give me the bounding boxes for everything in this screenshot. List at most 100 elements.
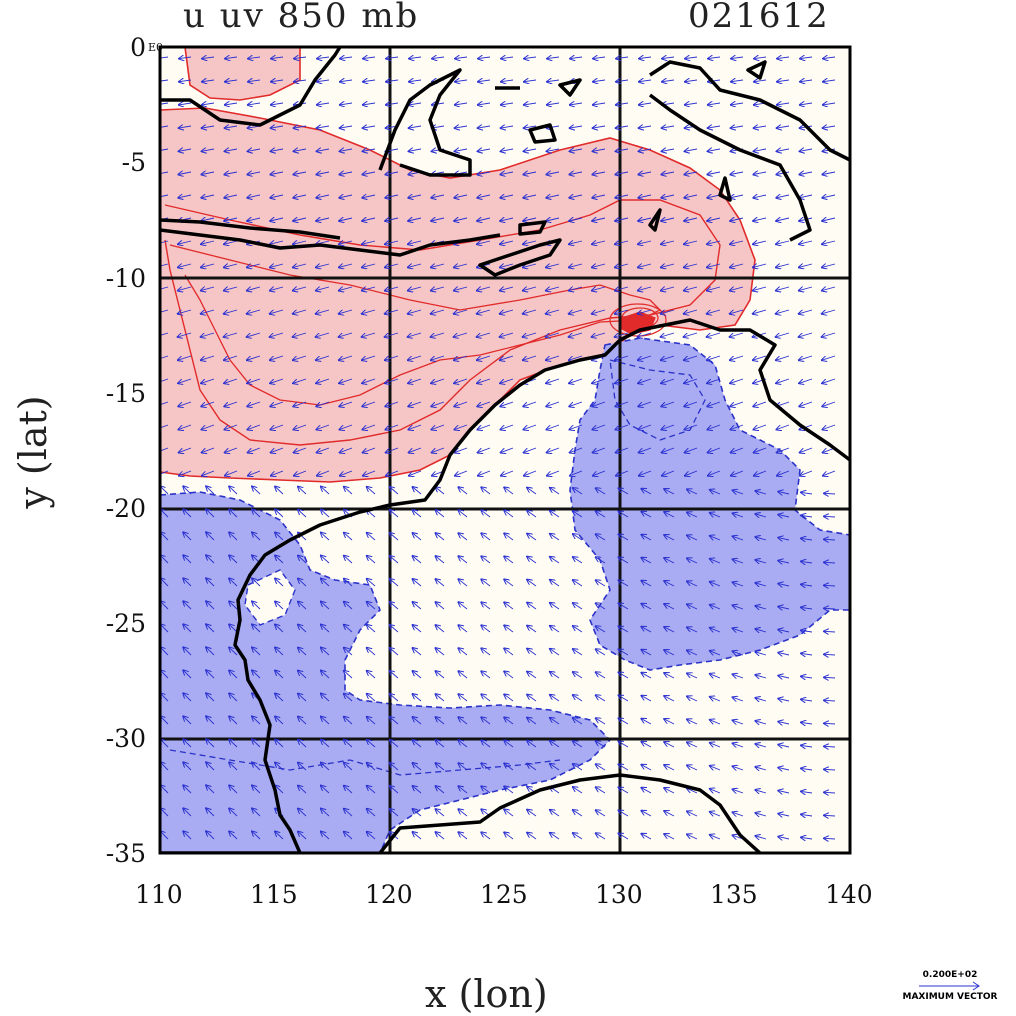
wind-vector xyxy=(339,172,353,175)
wind-vector xyxy=(478,470,491,476)
wind-vector xyxy=(710,812,721,816)
positive-u-inner-contour-2 xyxy=(169,244,662,406)
wind-vector xyxy=(687,811,698,817)
wind-vector xyxy=(546,287,560,291)
wind-vector xyxy=(178,310,192,314)
wind-vector xyxy=(339,355,353,360)
wind-vector xyxy=(596,672,606,679)
wind-vector xyxy=(593,126,606,128)
wind-vector xyxy=(455,447,468,453)
wind-vector xyxy=(523,401,537,406)
wind-vector xyxy=(687,788,698,794)
wind-vector xyxy=(596,511,606,518)
coastline-new-guinea xyxy=(649,60,850,162)
wind-vector xyxy=(550,511,560,518)
wind-vector xyxy=(569,378,583,383)
wind-vector xyxy=(615,401,629,406)
plot-title-time: 021612 xyxy=(688,0,830,36)
wind-vector xyxy=(362,172,376,175)
wind-vector xyxy=(458,487,468,495)
wind-vector xyxy=(731,103,744,105)
wind-vector xyxy=(710,651,721,655)
wind-vector xyxy=(202,126,215,128)
wind-vector xyxy=(822,401,836,406)
wind-vector xyxy=(339,401,353,406)
wind-vector xyxy=(685,80,698,82)
wind-vector xyxy=(778,745,790,747)
wind-vector xyxy=(616,80,629,82)
wind-vector xyxy=(685,470,698,476)
wind-vector xyxy=(527,580,537,587)
wind-vector xyxy=(178,195,192,198)
wind-vector xyxy=(616,126,629,128)
wind-vector xyxy=(755,698,767,701)
wind-vector xyxy=(390,579,399,587)
wind-vector xyxy=(477,287,491,291)
wind-vector xyxy=(248,149,261,151)
wind-vector xyxy=(641,742,652,748)
wind-vector xyxy=(179,470,192,476)
wind-vector xyxy=(478,126,491,128)
wind-vector xyxy=(527,649,537,656)
wind-vector xyxy=(321,602,330,610)
wind-vector xyxy=(573,787,583,794)
wind-vector xyxy=(638,287,652,291)
wind-vector xyxy=(270,195,284,198)
wind-vector xyxy=(432,424,445,430)
wind-vector xyxy=(294,447,307,453)
wind-vector xyxy=(321,740,330,748)
wind-vector xyxy=(436,487,445,495)
wind-vector xyxy=(409,80,422,82)
wind-vector xyxy=(684,401,698,406)
wind-vector xyxy=(778,676,790,678)
wind-vector xyxy=(800,80,813,82)
wind-vector xyxy=(639,470,652,476)
wind-vector xyxy=(731,424,744,430)
wind-vector xyxy=(619,603,629,610)
wind-vector xyxy=(367,717,376,725)
x-tick-label: 120 xyxy=(365,880,413,909)
wind-vector xyxy=(178,355,192,360)
wind-vector xyxy=(639,57,652,59)
wind-vector xyxy=(641,719,652,725)
wind-vector xyxy=(662,57,675,59)
wind-vector xyxy=(183,555,192,564)
wind-vector xyxy=(317,424,330,430)
wind-vector xyxy=(225,126,238,128)
wind-vector xyxy=(707,195,721,198)
wind-vector xyxy=(824,815,836,816)
wind-vector xyxy=(386,447,399,453)
wind-vector xyxy=(339,287,353,291)
wind-vector xyxy=(547,126,560,128)
wind-vector xyxy=(778,837,790,839)
wind-vector xyxy=(201,310,215,314)
wind-vector xyxy=(344,694,353,702)
wind-vector xyxy=(730,241,744,244)
wind-vector xyxy=(206,578,215,587)
wind-vector xyxy=(753,241,767,244)
wind-vector xyxy=(550,718,560,725)
wind-vector xyxy=(454,287,468,291)
wind-vector xyxy=(733,605,744,609)
wind-vector xyxy=(344,533,353,541)
wind-vector xyxy=(202,57,215,59)
wind-vector xyxy=(225,57,238,59)
wind-vector xyxy=(596,580,606,587)
wind-vector xyxy=(458,740,468,748)
wind-vector xyxy=(501,424,514,430)
wind-vector xyxy=(408,287,422,291)
wind-vector xyxy=(501,103,514,105)
wind-vector xyxy=(619,488,629,495)
wind-vector xyxy=(707,401,721,406)
wind-vector xyxy=(730,287,744,291)
wind-vector xyxy=(755,813,767,816)
wind-vector xyxy=(340,149,353,151)
wind-vector xyxy=(409,103,422,105)
wind-vector xyxy=(413,717,422,725)
wind-vector xyxy=(550,603,560,610)
wind-vector xyxy=(822,287,836,291)
wind-vector xyxy=(340,80,353,82)
wind-vector xyxy=(527,488,537,495)
wind-vector xyxy=(710,559,721,563)
wind-vector xyxy=(710,513,721,517)
